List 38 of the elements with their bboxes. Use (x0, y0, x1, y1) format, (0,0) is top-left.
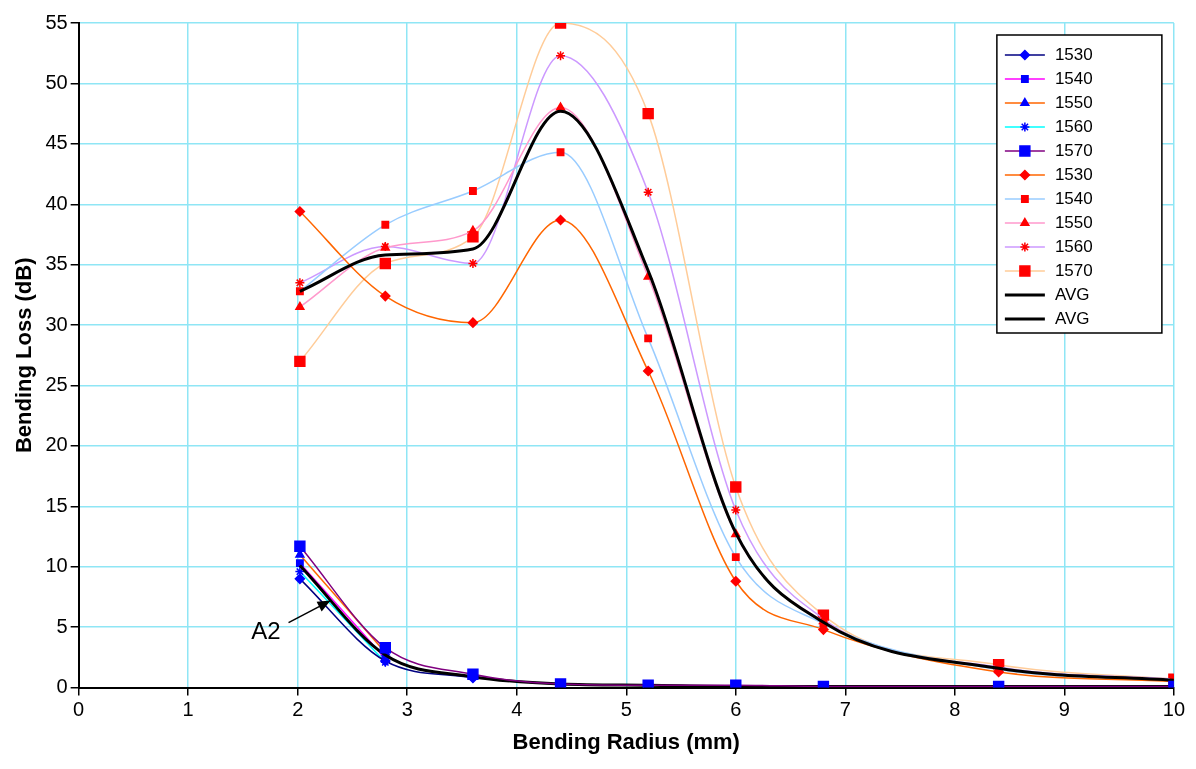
y-tick-label: 15 (45, 493, 68, 516)
x-tick-label: 6 (730, 698, 742, 721)
x-tick-label: 1 (182, 698, 194, 721)
x-tick-label: 5 (620, 698, 632, 721)
legend-label: 1560 (1054, 236, 1093, 256)
legend-label: 1570 (1054, 260, 1093, 280)
x-tick-label: 9 (1058, 698, 1070, 721)
legend-label: 1550 (1054, 212, 1093, 232)
legend-label: 1540 (1054, 68, 1093, 88)
y-tick-label: 25 (45, 373, 68, 396)
legend-label: 1550 (1054, 92, 1093, 112)
x-tick-label: 10 (1162, 698, 1185, 721)
x-axis-title: Bending Radius (mm) (512, 728, 740, 754)
legend-label: AVG (1054, 308, 1090, 328)
y-tick-label: 45 (45, 131, 68, 154)
y-tick-label: 35 (45, 252, 68, 275)
x-tick-label: 7 (839, 698, 851, 721)
x-tick-label: 0 (73, 698, 85, 721)
legend-label: 1530 (1054, 44, 1093, 64)
y-tick-label: 0 (56, 675, 68, 698)
legend-label: 1530 (1054, 164, 1093, 184)
x-tick-label: 2 (292, 698, 304, 721)
y-tick-label: 30 (45, 312, 68, 335)
legend-label: 1540 (1054, 188, 1093, 208)
y-tick-label: 40 (45, 191, 68, 214)
annotation: A2 (251, 617, 281, 645)
y-tick-label: 55 (45, 10, 68, 33)
legend-label: 1560 (1054, 116, 1093, 136)
legend-label: AVG (1054, 284, 1090, 304)
y-tick-label: 20 (45, 433, 68, 456)
legend-label: 1570 (1054, 140, 1093, 160)
y-tick-label: 50 (45, 70, 68, 93)
y-axis-title: Bending Loss (dB) (11, 257, 37, 454)
x-tick-label: 3 (401, 698, 413, 721)
y-tick-label: 5 (56, 614, 68, 637)
y-tick-label: 10 (45, 554, 68, 577)
x-tick-label: 8 (949, 698, 961, 721)
x-tick-label: 4 (511, 698, 523, 721)
